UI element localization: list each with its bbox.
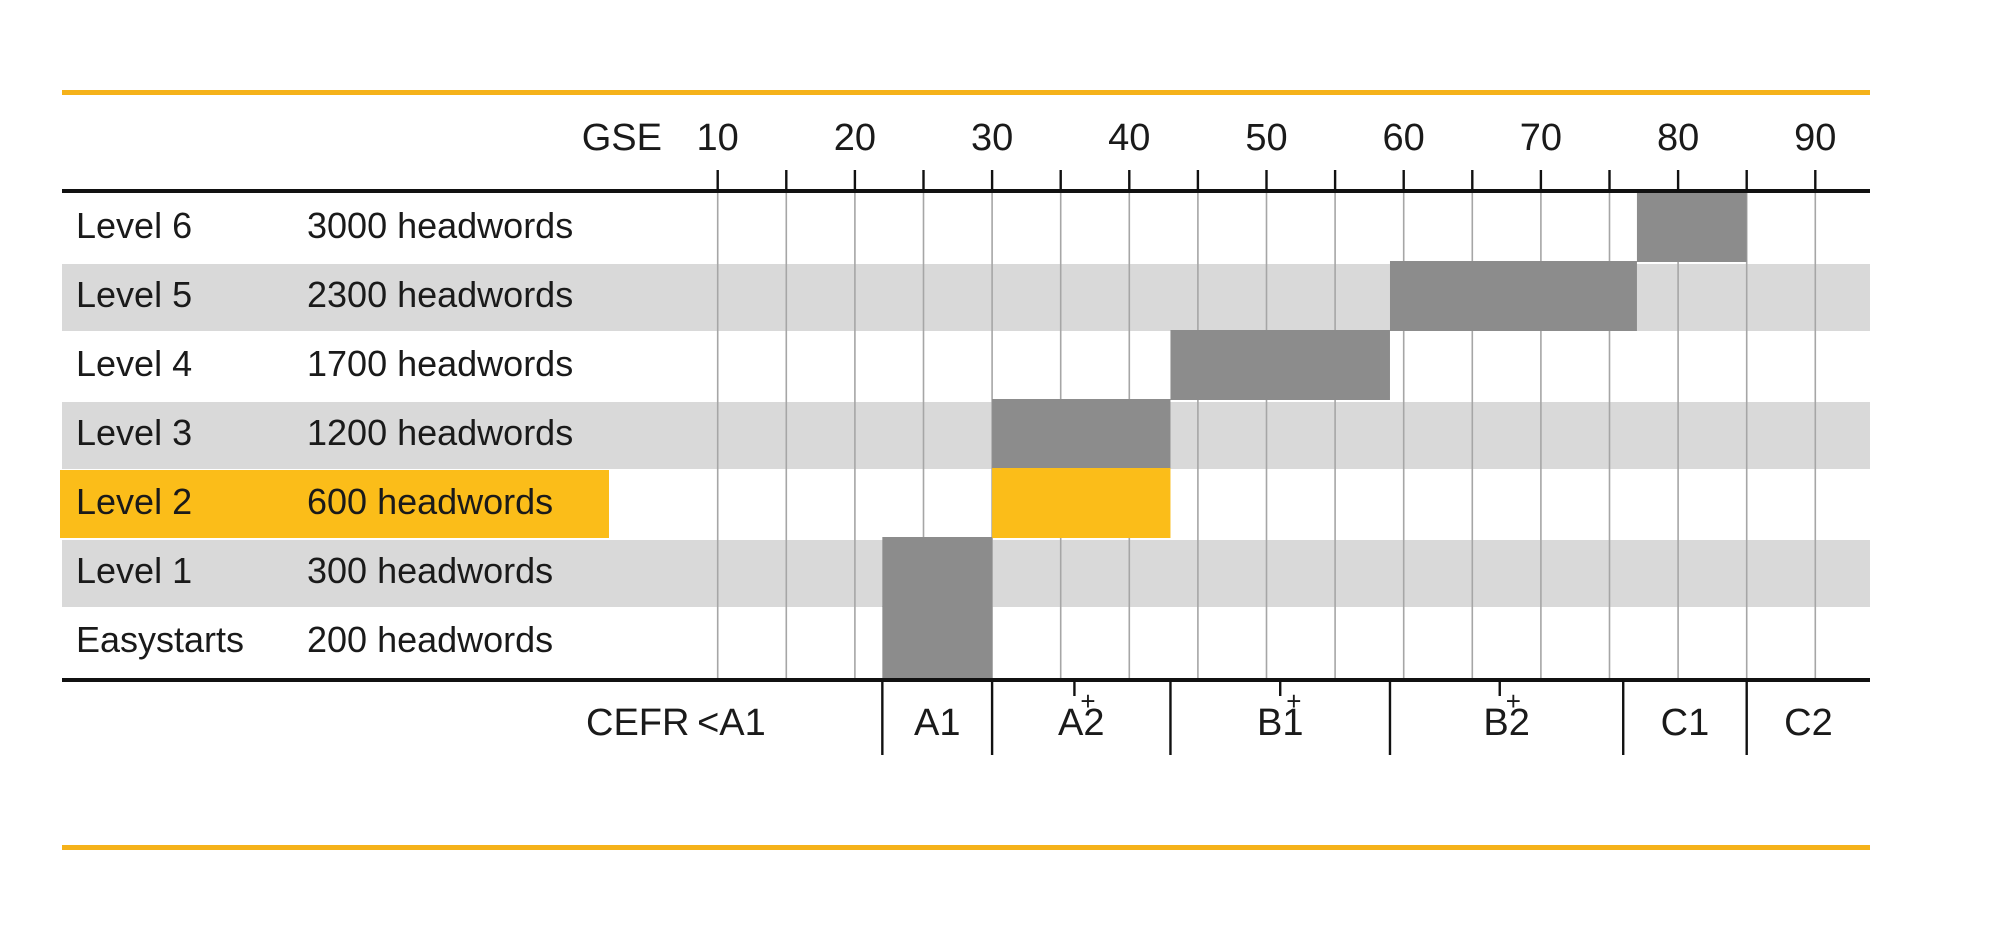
level-name: Level 5 <box>76 274 192 315</box>
gse-axis: GSE 10 20 30 40 50 60 70 80 90 <box>62 117 1870 193</box>
gse-tick-label: 10 <box>697 117 739 159</box>
cefr-plus-mark: + <box>1286 686 1301 716</box>
gse-tick-label: 70 <box>1520 117 1562 159</box>
cefr-band-label: <A1 <box>697 702 766 744</box>
cefr-band-label: A1 <box>914 702 960 744</box>
cefr-axis-label: CEFR <box>586 702 689 744</box>
range-bar <box>1636 192 1747 262</box>
level-headwords: 200 headwords <box>307 619 553 660</box>
gse-tick-label: 30 <box>971 117 1013 159</box>
cefr-band-label: A2 <box>1058 702 1104 744</box>
level-headwords: 1200 headwords <box>307 412 573 453</box>
level-headwords: 3000 headwords <box>307 205 573 246</box>
level-name: Level 4 <box>76 343 192 384</box>
level-headwords: 600 headwords <box>307 481 553 522</box>
cefr-axis: CEFR <A1 A1 A2+B1+B2+C1 C2 <box>62 678 1870 755</box>
range-bar <box>1389 261 1637 331</box>
level-name: Level 3 <box>76 412 192 453</box>
range-bar <box>882 537 993 607</box>
row-label-highlight <box>60 470 609 538</box>
level-name: Level 2 <box>76 481 192 522</box>
range-bar <box>992 468 1171 538</box>
gse-axis-line <box>62 189 1870 193</box>
row-stripe <box>62 402 1870 469</box>
level-range-bars <box>882 192 1747 680</box>
gse-tick-label: 60 <box>1383 117 1425 159</box>
cefr-band-label: B2 <box>1483 702 1529 744</box>
gse-tick-label: 50 <box>1245 117 1287 159</box>
range-bar <box>992 399 1171 469</box>
cefr-band-label: B1 <box>1257 702 1303 744</box>
bottom-accent-line <box>62 845 1870 850</box>
gse-tick-label: 20 <box>834 117 876 159</box>
level-name: Level 1 <box>76 550 192 591</box>
cefr-band-label: C1 <box>1661 702 1710 744</box>
level-headwords: 1700 headwords <box>307 343 573 384</box>
accent-lines <box>62 90 1870 850</box>
level-headwords: 300 headwords <box>307 550 553 591</box>
range-bar <box>1170 330 1390 400</box>
level-name: Level 6 <box>76 205 192 246</box>
gse-tick-label: 80 <box>1657 117 1699 159</box>
top-accent-line <box>62 90 1870 95</box>
cefr-plus-mark: + <box>1506 686 1521 716</box>
cefr-plus-mark: + <box>1080 686 1095 716</box>
row-labels: Level 6 3000 headwords Level 5 2300 headwor… <box>76 205 573 660</box>
level-headwords: 2300 headwords <box>307 274 573 315</box>
level-name: Easystarts <box>76 619 244 660</box>
gse-tick-label: 40 <box>1108 117 1150 159</box>
gse-tick-label: 90 <box>1794 117 1836 159</box>
gse-axis-label: GSE <box>582 117 662 159</box>
range-bar <box>882 606 993 680</box>
cefr-axis-line <box>62 678 1870 682</box>
cefr-band-label: C2 <box>1784 702 1833 744</box>
